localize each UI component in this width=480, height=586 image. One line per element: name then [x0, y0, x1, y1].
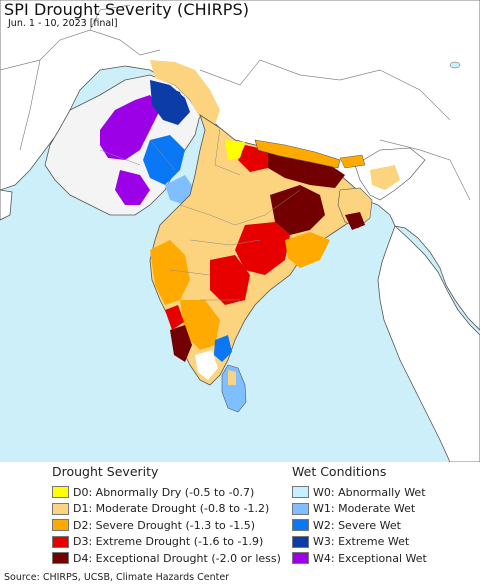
legend-item-d3: D3: Extreme Drought (-1.6 to -1.9): [52, 534, 281, 551]
wet-purple-south: [115, 170, 150, 205]
d1-central: [200, 175, 265, 225]
legend-label-w0: W0: Abnormally Wet: [313, 485, 426, 499]
wet-blue-mid: [143, 135, 185, 185]
swatch-w4: [292, 552, 309, 565]
legend-item-d1: D1: Moderate Drought (-0.8 to -1.2): [52, 501, 281, 518]
d2-west: [150, 240, 190, 305]
northeast-d1: [370, 165, 400, 190]
map-subtitle: Jun. 1 - 10, 2023 [final]: [8, 18, 118, 29]
sri-lanka-d1: [228, 370, 236, 385]
legend-label-w3: W3: Extreme Wet: [313, 535, 410, 549]
d4-north-east: [265, 150, 345, 188]
d3-south-west: [165, 305, 184, 330]
d2-south: [180, 300, 220, 350]
source-credit: Source: CHIRPS, UCSB, Climate Hazards Ce…: [4, 572, 230, 583]
legend-item-d4: D4: Exceptional Drought (-2.0 or less): [52, 550, 281, 567]
legend-drought: Drought Severity D0: Abnormally Dry (-0.…: [52, 462, 281, 567]
region-kashmir: [150, 60, 220, 125]
legend-label-w2: W2: Severe Wet: [313, 518, 401, 532]
legend-item-w1: W1: Moderate Wet: [292, 501, 427, 518]
d3-north-east: [238, 145, 268, 172]
wet-south-east: [214, 335, 232, 362]
swatch-w0: [292, 486, 309, 499]
legend-wet: Wet Conditions W0: Abnormally Wet W1: Mo…: [292, 462, 427, 567]
legend-label-d1: D1: Moderate Drought (-0.8 to -1.2): [73, 502, 270, 516]
legend-item-w4: W4: Exceptional Wet: [292, 550, 427, 567]
bangladesh-d4: [345, 212, 365, 230]
land-west: [0, 189, 13, 221]
swatch-d2: [52, 519, 69, 532]
swatch-d0: [52, 486, 69, 499]
kashmir-blue: [160, 85, 185, 112]
legend-label-w4: W4: Exceptional Wet: [313, 551, 427, 565]
map-title: SPI Drought Severity (CHIRPS): [4, 0, 250, 19]
land-myanmar: [377, 225, 480, 462]
swatch-d3: [52, 535, 69, 548]
swatch-d4: [52, 552, 69, 565]
legend-label-d4: D4: Exceptional Drought (-2.0 or less): [73, 551, 281, 565]
swatch-w1: [292, 502, 309, 515]
d2-east: [285, 232, 330, 268]
legend-wet-heading: Wet Conditions: [292, 464, 387, 479]
border-lines-north: [0, 4, 471, 201]
d4-east-central: [270, 185, 325, 235]
map-canvas: [0, 0, 480, 462]
legend-item-d2: D2: Severe Drought (-1.3 to -1.5): [52, 517, 281, 534]
state-borders: [99, 127, 301, 301]
swatch-w2: [292, 519, 309, 532]
legend-item-w2: W2: Severe Wet: [292, 517, 427, 534]
legend-drought-heading: Drought Severity: [52, 464, 159, 479]
wet-purple-north: [100, 95, 160, 160]
legend-item-w3: W3: Extreme Wet: [292, 534, 427, 551]
swatch-w3: [292, 535, 309, 548]
legend: Drought Severity D0: Abnormally Dry (-0.…: [0, 462, 480, 570]
region-bhutan: [339, 154, 366, 169]
lake: [449, 61, 461, 69]
drought-map: SPI Drought Severity (CHIRPS) Jun. 1 - 1…: [0, 0, 480, 462]
legend-label-d2: D2: Severe Drought (-1.3 to -1.5): [73, 518, 256, 532]
d3-south-central: [210, 255, 250, 305]
legend-label-w1: W1: Moderate Wet: [313, 502, 416, 516]
region-nepal: [254, 139, 341, 169]
d0-north: [225, 140, 245, 160]
swatch-d1: [52, 502, 69, 515]
legend-label-d0: D0: Abnormally Dry (-0.5 to -0.7): [73, 485, 255, 499]
d3-east-central: [235, 222, 290, 275]
white-south: [195, 350, 218, 380]
legend-item-d0: D0: Abnormally Dry (-0.5 to -0.7): [52, 484, 281, 501]
d4-south-west: [170, 325, 192, 362]
legend-item-w0: W0: Abnormally Wet: [292, 484, 427, 501]
legend-label-d3: D3: Extreme Drought (-1.6 to -1.9): [73, 535, 264, 549]
